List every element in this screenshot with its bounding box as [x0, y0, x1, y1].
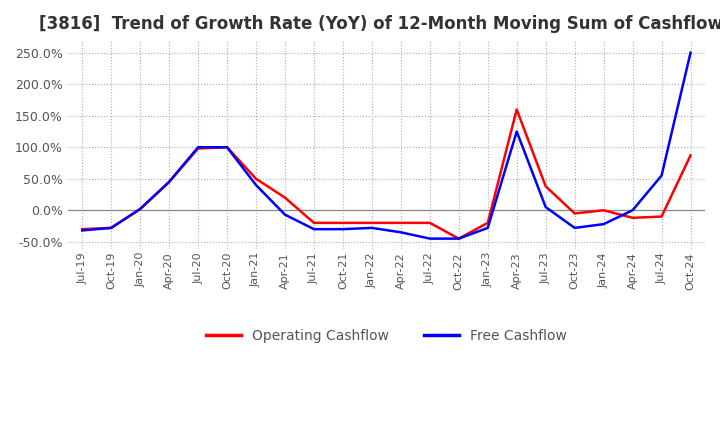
Free Cashflow — [599, 221, 608, 227]
Free Cashflow — [78, 228, 86, 233]
Free Cashflow — [338, 227, 347, 232]
Operating Cashflow — [310, 220, 318, 226]
Operating Cashflow — [629, 215, 637, 220]
Operating Cashflow — [252, 176, 261, 181]
Operating Cashflow — [686, 153, 695, 158]
Operating Cashflow — [368, 220, 377, 226]
Free Cashflow — [686, 50, 695, 55]
Operating Cashflow — [454, 236, 463, 241]
Free Cashflow — [194, 145, 202, 150]
Operating Cashflow — [281, 195, 289, 200]
Free Cashflow — [165, 179, 174, 184]
Operating Cashflow — [397, 220, 405, 226]
Title: [3816]  Trend of Growth Rate (YoY) of 12-Month Moving Sum of Cashflows: [3816] Trend of Growth Rate (YoY) of 12-… — [40, 15, 720, 33]
Free Cashflow — [454, 236, 463, 241]
Operating Cashflow — [338, 220, 347, 226]
Free Cashflow — [397, 230, 405, 235]
Free Cashflow — [310, 227, 318, 232]
Free Cashflow — [483, 225, 492, 231]
Free Cashflow — [629, 208, 637, 213]
Free Cashflow — [541, 205, 550, 210]
Free Cashflow — [281, 212, 289, 217]
Operating Cashflow — [483, 220, 492, 226]
Free Cashflow — [368, 225, 377, 231]
Free Cashflow — [570, 225, 579, 231]
Operating Cashflow — [194, 146, 202, 151]
Free Cashflow — [657, 173, 666, 178]
Operating Cashflow — [78, 227, 86, 232]
Free Cashflow — [107, 225, 115, 231]
Operating Cashflow — [541, 183, 550, 189]
Free Cashflow — [252, 183, 261, 188]
Line: Operating Cashflow: Operating Cashflow — [82, 110, 690, 238]
Operating Cashflow — [107, 225, 115, 231]
Operating Cashflow — [599, 208, 608, 213]
Operating Cashflow — [426, 220, 434, 226]
Operating Cashflow — [513, 107, 521, 112]
Free Cashflow — [136, 206, 145, 212]
Operating Cashflow — [570, 211, 579, 216]
Operating Cashflow — [165, 179, 174, 184]
Free Cashflow — [222, 145, 231, 150]
Line: Free Cashflow: Free Cashflow — [82, 53, 690, 238]
Operating Cashflow — [222, 145, 231, 150]
Free Cashflow — [513, 129, 521, 134]
Operating Cashflow — [657, 214, 666, 219]
Legend: Operating Cashflow, Free Cashflow: Operating Cashflow, Free Cashflow — [201, 323, 572, 348]
Free Cashflow — [426, 236, 434, 241]
Operating Cashflow — [136, 206, 145, 212]
